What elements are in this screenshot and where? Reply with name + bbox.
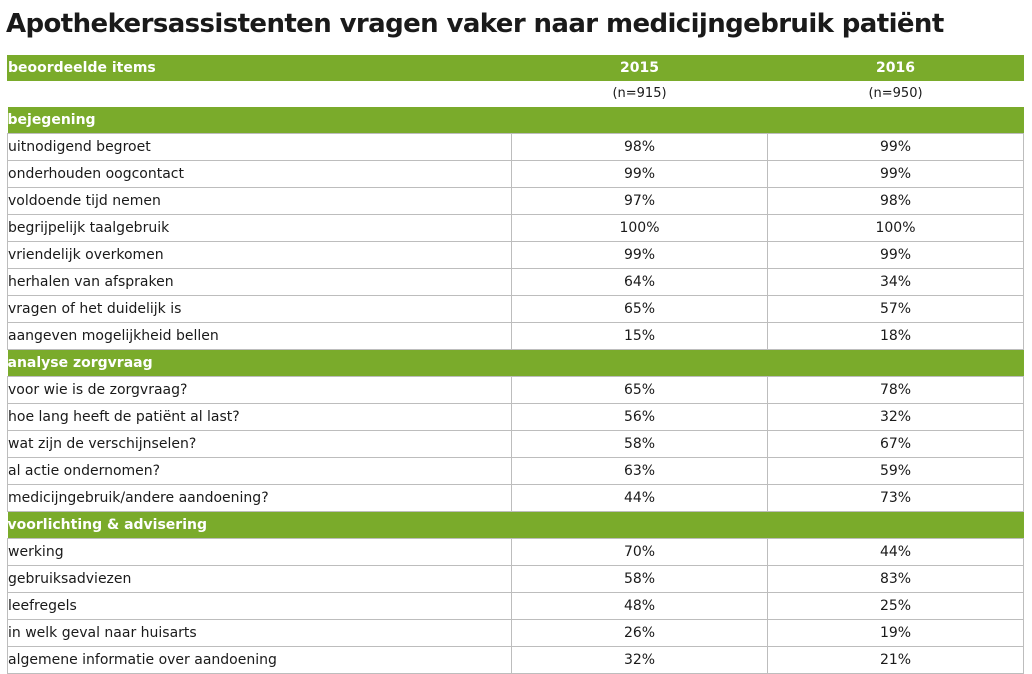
table-row: leefregels 48% 25% bbox=[7, 592, 1024, 620]
table-row: algemene informatie over aandoening 32% 21… bbox=[7, 646, 1024, 674]
table-row: hoe lang heeft de patiënt al last? 56% 32% bbox=[7, 403, 1024, 431]
column-header-2016: 2016 bbox=[767, 55, 1024, 81]
value-2016: 99% bbox=[767, 133, 1024, 161]
item-label: in welk geval naar huisarts bbox=[7, 619, 512, 647]
table-row: werking 70% 44% bbox=[7, 538, 1024, 566]
value-2015: 15% bbox=[511, 322, 768, 350]
table-header-row: beoordeelde items 2015 2016 bbox=[7, 55, 1024, 81]
table-row: vragen of het duidelijk is 65% 57% bbox=[7, 295, 1024, 323]
value-2016: 21% bbox=[767, 646, 1024, 674]
section-row: bejegening bbox=[7, 107, 1024, 134]
value-2016: 73% bbox=[767, 484, 1024, 512]
section-title: voorlichting & advisering bbox=[7, 511, 1024, 539]
value-2015: 48% bbox=[511, 592, 768, 620]
table-row: al actie ondernomen? 63% 59% bbox=[7, 457, 1024, 485]
value-2016: 59% bbox=[767, 457, 1024, 485]
value-2016: 78% bbox=[767, 376, 1024, 404]
column-header-2015: 2015 bbox=[511, 55, 768, 81]
section-row: analyse zorgvraag bbox=[7, 349, 1024, 377]
value-2016: 99% bbox=[767, 160, 1024, 188]
item-label: hoe lang heeft de patiënt al last? bbox=[7, 403, 512, 431]
item-label: werking bbox=[7, 538, 512, 566]
sample-size-empty bbox=[8, 81, 512, 107]
table-row: herhalen van afspraken 64% 34% bbox=[7, 268, 1024, 296]
item-label: begrijpelijk taalgebruik bbox=[7, 214, 512, 242]
chart-title: Apothekersassistenten vragen vaker naar … bbox=[6, 9, 944, 39]
value-2015: 63% bbox=[511, 457, 768, 485]
item-label: algemene informatie over aandoening bbox=[7, 646, 512, 674]
item-label: voor wie is de zorgvraag? bbox=[7, 376, 512, 404]
value-2015: 58% bbox=[511, 430, 768, 458]
value-2015: 44% bbox=[511, 484, 768, 512]
value-2016: 67% bbox=[767, 430, 1024, 458]
item-label: onderhouden oogcontact bbox=[7, 160, 512, 188]
table-row: aangeven mogelijkheid bellen 15% 18% bbox=[7, 322, 1024, 350]
value-2015: 70% bbox=[511, 538, 768, 566]
value-2016: 100% bbox=[767, 214, 1024, 242]
table-row: medicijngebruik/andere aandoening? 44% 73% bbox=[7, 484, 1024, 512]
sample-size-row: (n=915) (n=950) bbox=[8, 81, 1024, 107]
value-2016: 25% bbox=[767, 592, 1024, 620]
value-2015: 100% bbox=[511, 214, 768, 242]
item-label: gebruiksadviezen bbox=[7, 565, 512, 593]
table-row: onderhouden oogcontact 99% 99% bbox=[7, 160, 1024, 188]
value-2015: 64% bbox=[511, 268, 768, 296]
value-2015: 97% bbox=[511, 187, 768, 215]
value-2015: 98% bbox=[511, 133, 768, 161]
sample-size-2016: (n=950) bbox=[868, 86, 923, 101]
item-label: uitnodigend begroet bbox=[7, 133, 512, 161]
value-2015: 58% bbox=[511, 565, 768, 593]
item-label: leefregels bbox=[7, 592, 512, 620]
value-2016: 99% bbox=[767, 241, 1024, 269]
item-label: vriendelijk overkomen bbox=[7, 241, 512, 269]
value-2015: 26% bbox=[511, 619, 768, 647]
table-row: gebruiksadviezen 58% 83% bbox=[7, 565, 1024, 593]
item-label: medicijngebruik/andere aandoening? bbox=[7, 484, 512, 512]
item-label: aangeven mogelijkheid bellen bbox=[7, 322, 512, 350]
value-2016: 44% bbox=[767, 538, 1024, 566]
item-label: vragen of het duidelijk is bbox=[7, 295, 512, 323]
section-row: voorlichting & advisering bbox=[7, 511, 1024, 539]
value-2015: 65% bbox=[511, 295, 768, 323]
value-2015: 99% bbox=[511, 160, 768, 188]
value-2015: 56% bbox=[511, 403, 768, 431]
table-row: in welk geval naar huisarts 26% 19% bbox=[7, 619, 1024, 647]
value-2015: 32% bbox=[511, 646, 768, 674]
item-label: voldoende tijd nemen bbox=[7, 187, 512, 215]
item-label: al actie ondernomen? bbox=[7, 457, 512, 485]
value-2016: 34% bbox=[767, 268, 1024, 296]
table-row: voldoende tijd nemen 97% 98% bbox=[7, 187, 1024, 215]
column-header-items: beoordeelde items bbox=[7, 55, 512, 81]
value-2015: 99% bbox=[511, 241, 768, 269]
value-2016: 32% bbox=[767, 403, 1024, 431]
item-label: wat zijn de verschijnselen? bbox=[7, 430, 512, 458]
table-row: uitnodigend begroet 98% 99% bbox=[7, 133, 1024, 161]
results-table: beoordeelde items 2015 2016 (n=915) (n=9… bbox=[7, 55, 1024, 674]
table-row: begrijpelijk taalgebruik 100% 100% bbox=[7, 214, 1024, 242]
value-2016: 98% bbox=[767, 187, 1024, 215]
value-2016: 57% bbox=[767, 295, 1024, 323]
table-row: wat zijn de verschijnselen? 58% 67% bbox=[7, 430, 1024, 458]
value-2016: 19% bbox=[767, 619, 1024, 647]
section-title: analyse zorgvraag bbox=[7, 349, 1024, 377]
table-row: voor wie is de zorgvraag? 65% 78% bbox=[7, 376, 1024, 404]
value-2016: 83% bbox=[767, 565, 1024, 593]
value-2015: 65% bbox=[511, 376, 768, 404]
sample-size-2015: (n=915) bbox=[612, 86, 667, 101]
value-2016: 18% bbox=[767, 322, 1024, 350]
table-row: vriendelijk overkomen 99% 99% bbox=[7, 241, 1024, 269]
section-title: bejegening bbox=[7, 107, 1024, 134]
item-label: herhalen van afspraken bbox=[7, 268, 512, 296]
